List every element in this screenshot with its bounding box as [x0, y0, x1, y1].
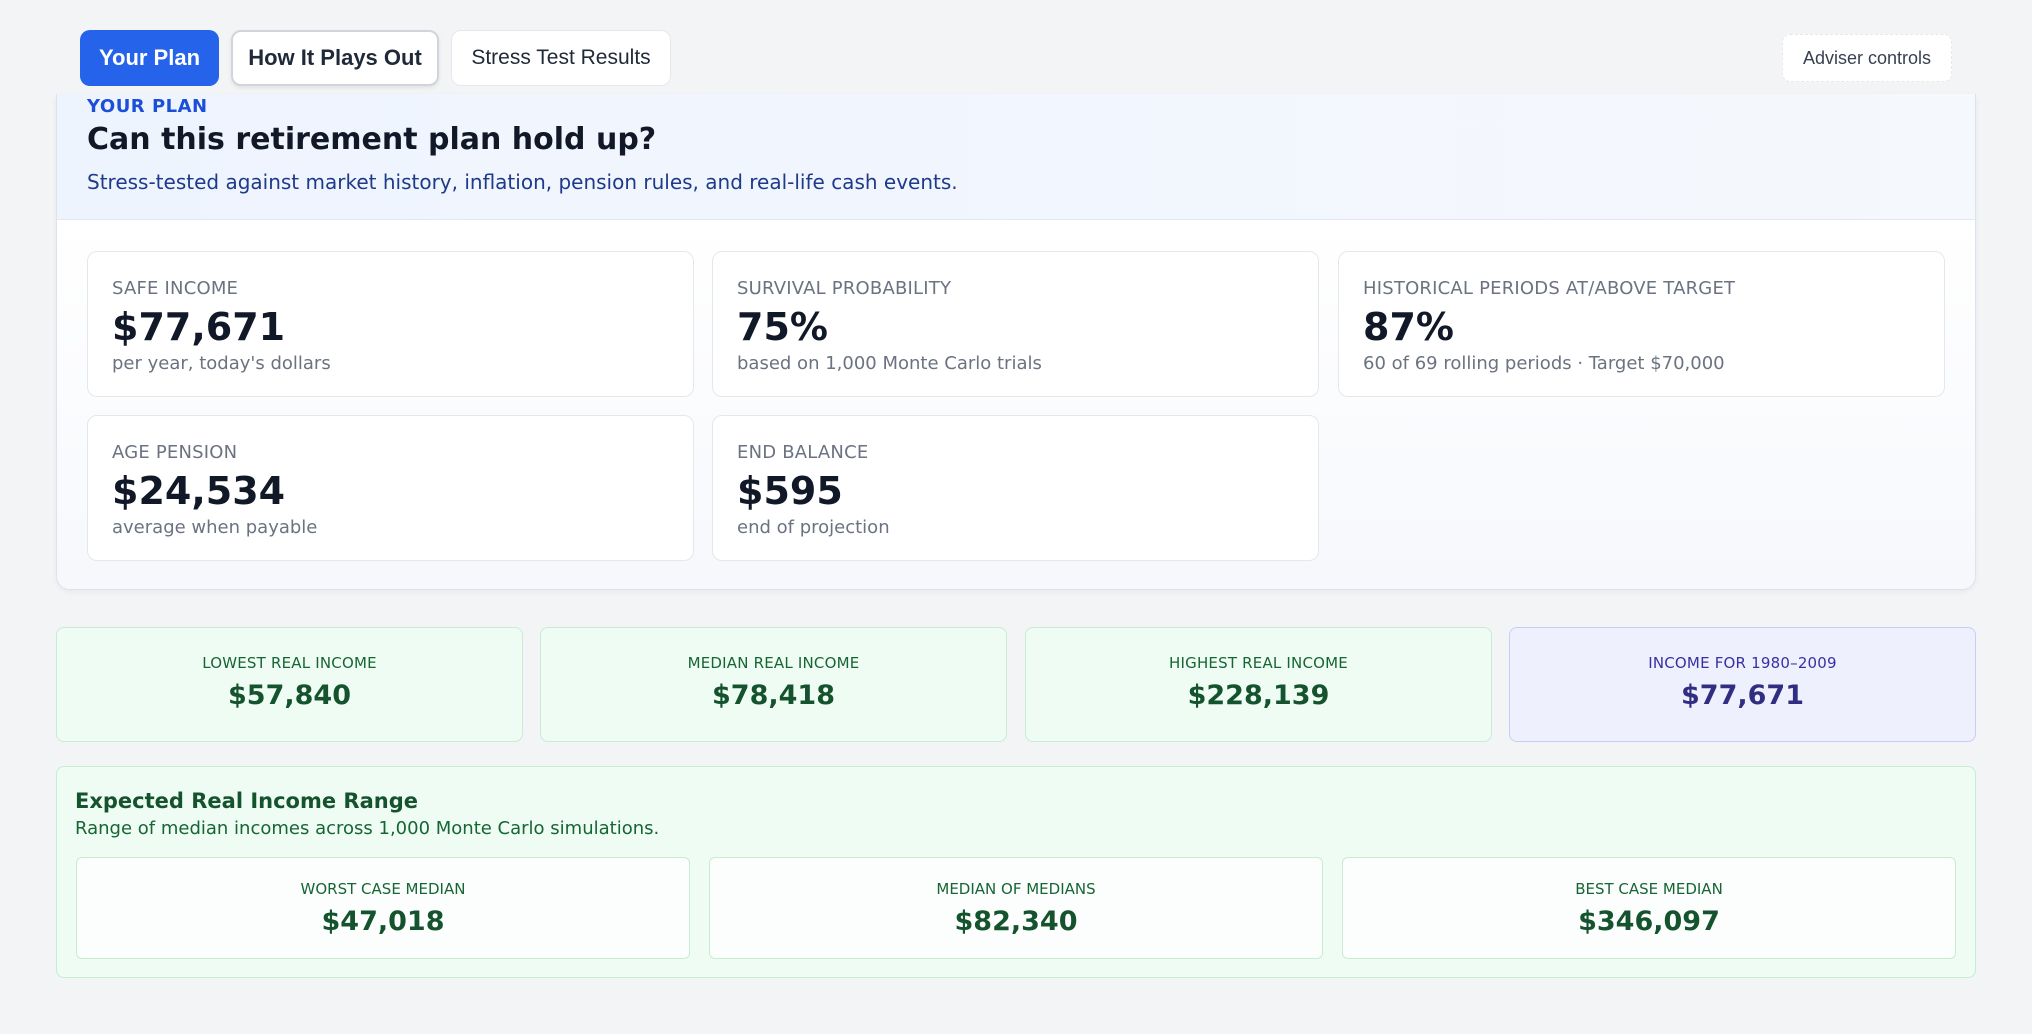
kpi-note: based on 1,000 Monte Carlo trials	[737, 353, 1042, 374]
stat-value: $78,418	[712, 680, 835, 711]
stat-card-median-income: Median real income $78,418	[540, 627, 1007, 742]
range-value: $346,097	[1578, 906, 1720, 937]
kpi-card-age-pension: Age pension $24,534 average when payable	[87, 415, 694, 561]
kpi-note: average when payable	[112, 517, 318, 538]
kpi-note: end of projection	[737, 517, 890, 538]
stat-label: Highest real income	[1169, 654, 1348, 672]
kpi-card-survival-probability: Survival probability 75% based on 1,000 …	[712, 251, 1319, 397]
kpi-label: Age pension	[112, 442, 238, 463]
kpi-label: Survival probability	[737, 278, 952, 299]
range-label: Worst case median	[300, 880, 466, 898]
page-subtitle: Stress-tested against market history, in…	[87, 170, 958, 194]
plan-header: YOUR PLAN Can this retirement plan hold …	[57, 94, 1975, 220]
kpi-card-historical-periods: Historical periods at/above target 87% 6…	[1338, 251, 1945, 397]
stat-label: Income for 1980–2009	[1648, 654, 1837, 672]
tab-stress-test-results[interactable]: Stress Test Results	[451, 30, 671, 86]
range-card-best: Best case median $346,097	[1342, 857, 1956, 959]
tab-bar: Your Plan How It Plays Out Stress Test R…	[80, 30, 1952, 86]
stat-value: $228,139	[1187, 680, 1330, 711]
kpi-label: Historical periods at/above target	[1363, 278, 1736, 299]
kpi-card-end-balance: End balance $595 end of projection	[712, 415, 1319, 561]
plan-panel: YOUR PLAN Can this retirement plan hold …	[56, 94, 1976, 590]
range-title: Expected Real Income Range	[75, 789, 418, 813]
stat-value: $57,840	[228, 680, 351, 711]
range-value: $47,018	[321, 906, 445, 937]
stat-card-income-period: Income for 1980–2009 $77,671	[1509, 627, 1976, 742]
kpi-value: $77,671	[112, 305, 286, 349]
kpi-value: $595	[737, 469, 843, 513]
page-title: Can this retirement plan hold up?	[87, 122, 657, 157]
stat-value: $77,671	[1681, 680, 1804, 711]
range-value: $82,340	[954, 906, 1078, 937]
stat-label: Lowest real income	[202, 654, 377, 672]
stat-card-highest-income: Highest real income $228,139	[1025, 627, 1492, 742]
kpi-value: 87%	[1363, 305, 1454, 349]
kpi-value: 75%	[737, 305, 828, 349]
tab-your-plan[interactable]: Your Plan	[80, 30, 219, 86]
range-subtitle: Range of median incomes across 1,000 Mon…	[75, 818, 660, 839]
range-card-median: Median of medians $82,340	[709, 857, 1323, 959]
plan-eyebrow: YOUR PLAN	[87, 96, 208, 117]
adviser-controls-button[interactable]: Adviser controls	[1782, 34, 1952, 82]
kpi-note: 60 of 69 rolling periods · Target $70,00…	[1363, 353, 1725, 374]
kpi-label: End balance	[737, 442, 869, 463]
kpi-value: $24,534	[112, 469, 286, 513]
kpi-card-safe-income: Safe income $77,671 per year, today's do…	[87, 251, 694, 397]
kpi-grid: Safe income $77,671 per year, today's do…	[57, 220, 1975, 589]
stat-card-lowest-income: Lowest real income $57,840	[56, 627, 523, 742]
range-label: Median of medians	[936, 880, 1096, 898]
kpi-label: Safe income	[112, 278, 239, 299]
range-label: Best case median	[1575, 880, 1723, 898]
range-card-worst: Worst case median $47,018	[76, 857, 690, 959]
tab-how-it-plays-out[interactable]: How It Plays Out	[231, 30, 439, 86]
income-range-panel: Expected Real Income Range Range of medi…	[56, 766, 1976, 978]
kpi-note: per year, today's dollars	[112, 353, 331, 374]
stat-label: Median real income	[687, 654, 860, 672]
